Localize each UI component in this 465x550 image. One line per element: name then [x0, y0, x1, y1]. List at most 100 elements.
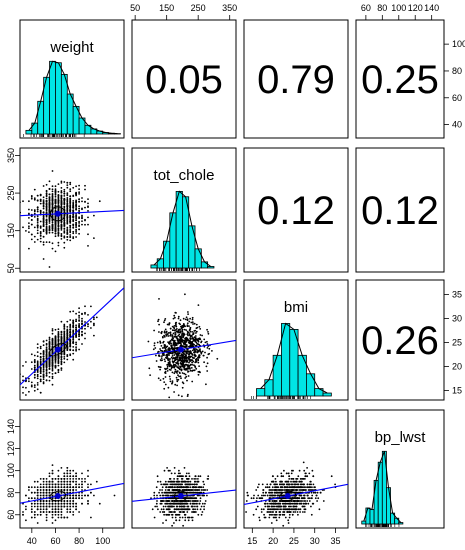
- data-point: [39, 378, 42, 381]
- data-point: [81, 214, 83, 217]
- data-point: [69, 486, 72, 489]
- data-point: [195, 502, 197, 505]
- data-point: [57, 217, 60, 220]
- data-point: [39, 352, 42, 355]
- data-point: [187, 331, 190, 334]
- data-point: [166, 370, 169, 372]
- data-point: [51, 505, 54, 508]
- data-point: [48, 379, 51, 382]
- data-point: [168, 368, 171, 371]
- data-point: [179, 516, 181, 519]
- data-point: [60, 182, 63, 184]
- data-point: [168, 508, 171, 511]
- data-point: [206, 343, 209, 345]
- data-point: [36, 220, 39, 222]
- data-point: [57, 486, 60, 489]
- data-point: [177, 366, 179, 368]
- data-point: [45, 491, 48, 494]
- data-point: [36, 225, 39, 228]
- data-point: [75, 333, 77, 336]
- data-point: [176, 361, 179, 363]
- data-point: [69, 190, 72, 193]
- panel-frame: [131, 147, 237, 273]
- data-point: [39, 193, 42, 196]
- data-point: [193, 339, 196, 341]
- data-point: [180, 480, 183, 483]
- data-point: [98, 200, 101, 203]
- data-point: [57, 198, 60, 201]
- data-point: [33, 216, 36, 218]
- data-point: [190, 358, 192, 361]
- data-point: [75, 201, 77, 203]
- data-point: [78, 335, 80, 337]
- data-point: [173, 391, 176, 393]
- data-point: [181, 334, 183, 337]
- data-point: [45, 200, 48, 203]
- data-point: [187, 519, 190, 522]
- data-point: [174, 516, 177, 519]
- data-point: [177, 374, 179, 377]
- data-point: [72, 230, 75, 233]
- data-point: [66, 467, 69, 469]
- data-point: [188, 339, 191, 342]
- data-point: [63, 483, 66, 486]
- data-point: [72, 500, 75, 502]
- data-point: [75, 232, 77, 234]
- data-point: [36, 199, 39, 202]
- data-point: [75, 185, 77, 188]
- data-point: [75, 199, 77, 202]
- data-point: [178, 375, 181, 378]
- data-point: [69, 505, 72, 508]
- data-point: [197, 480, 199, 483]
- data-point: [206, 340, 208, 343]
- data-point: [184, 377, 187, 379]
- data-point: [48, 472, 51, 475]
- data-point: [48, 336, 51, 339]
- data-point: [164, 376, 167, 378]
- data-point: [198, 338, 201, 341]
- histogram-bar: [207, 266, 215, 269]
- data-point: [45, 183, 48, 186]
- data-point: [191, 318, 194, 321]
- data-point: [167, 341, 170, 343]
- data-point: [39, 345, 42, 348]
- data-point: [283, 469, 285, 472]
- data-point: [175, 324, 177, 327]
- data-point: [182, 339, 184, 342]
- data-point: [36, 480, 39, 483]
- data-point: [42, 489, 45, 491]
- data-point: [42, 223, 45, 226]
- data-point: [78, 348, 80, 351]
- data-point: [194, 491, 197, 494]
- data-point: [54, 486, 57, 489]
- data-point: [177, 359, 180, 362]
- data-point: [81, 333, 83, 336]
- data-point: [173, 343, 175, 346]
- data-point: [172, 361, 175, 364]
- data-point: [20, 381, 21, 384]
- data-point: [197, 343, 200, 346]
- data-point: [36, 384, 39, 386]
- data-point: [66, 494, 69, 497]
- data-point: [69, 344, 72, 347]
- data-point: [172, 502, 175, 505]
- data-point: [45, 366, 48, 369]
- data-point: [78, 191, 80, 194]
- data-point: [60, 226, 63, 228]
- data-point: [177, 354, 180, 357]
- data-point: [72, 310, 75, 313]
- data-point: [33, 197, 36, 200]
- data-point: [198, 486, 201, 489]
- data-point: [257, 494, 260, 497]
- data-point: [296, 511, 299, 513]
- data-point: [63, 218, 66, 221]
- data-point: [185, 363, 188, 366]
- data-point: [187, 497, 190, 500]
- data-point: [42, 508, 45, 511]
- data-point: [183, 467, 186, 469]
- data-point: [164, 347, 167, 350]
- data-point: [186, 337, 189, 340]
- data-point: [25, 519, 27, 522]
- data-point: [66, 231, 69, 234]
- panel-frame: [131, 19, 237, 139]
